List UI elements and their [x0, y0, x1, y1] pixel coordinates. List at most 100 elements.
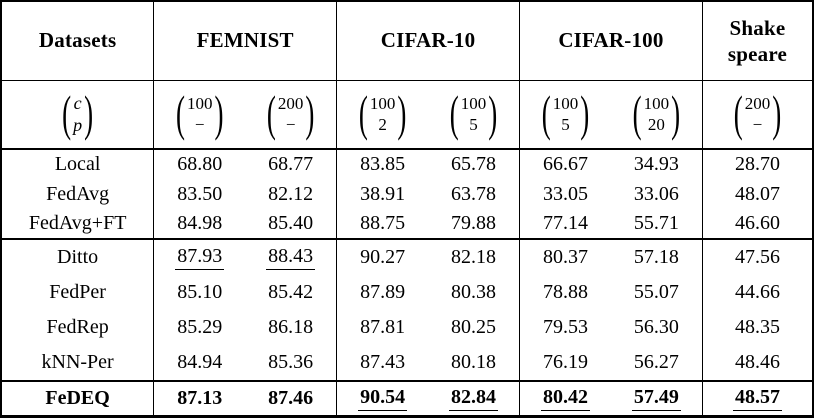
- value-cell: 80.42: [518, 380, 611, 417]
- value-cell: 34.93: [633, 152, 679, 175]
- config-stack: 200−: [744, 93, 772, 136]
- method-cell: FedAvg+FT: [28, 212, 127, 235]
- method-cell: FedPer: [49, 280, 106, 303]
- value-cell: 85.36: [268, 351, 314, 374]
- column-header-cifar10: CIFAR-10: [336, 1, 520, 81]
- config-binomial: (100 20): [632, 88, 682, 138]
- value-cell: 68.77: [268, 152, 314, 175]
- left-paren: (: [358, 85, 368, 141]
- right-paren: ): [305, 85, 315, 141]
- clients-symbol: c: [73, 92, 82, 113]
- config-stack: 100−: [186, 93, 214, 136]
- value-cell: 76.19: [518, 345, 611, 382]
- c-p-binomial: ( c p ): [61, 88, 94, 138]
- table-row: Local 68.80 68.77 83.85 65.78 66.67 34.93 28.70: [1, 148, 813, 179]
- value-cell: 85.29: [153, 310, 246, 346]
- value-cell: 78.88: [518, 274, 611, 311]
- config-stack: 100 2: [369, 93, 397, 136]
- partitions-count: 2: [378, 115, 387, 135]
- table-row: FedAvg+FT 84.98 85.40 88.75 79.88 77.14 55.71 4…: [1, 209, 813, 240]
- table-header-row: Datasets FEMNIST CIFAR-10 CIFAR-100 Shak…: [1, 1, 813, 81]
- value-cell: 82.84: [428, 380, 520, 417]
- underlined-value: 80.42: [540, 387, 590, 412]
- underlined-value: 87.93: [175, 246, 225, 271]
- config-cell-femnist-1: (100−): [153, 80, 246, 150]
- value-cell: 66.67: [518, 148, 611, 179]
- partitions-count: 5: [561, 115, 570, 135]
- value-cell: 48.07: [701, 178, 813, 210]
- left-paren: (: [541, 85, 551, 141]
- config-row: ( c p ) (100−) (200−) (100 2) (100 5): [1, 80, 813, 150]
- value-cell: 80.38: [451, 280, 497, 303]
- value-cell: 48.46: [701, 345, 813, 382]
- config-binomial: (100 2): [358, 88, 408, 138]
- value-cell: 63.78: [451, 182, 497, 205]
- config-cell-shakespeare: (200−): [701, 80, 813, 150]
- right-paren: ): [488, 85, 498, 141]
- config-binomial: (100−): [175, 88, 225, 138]
- right-paren: ): [397, 85, 407, 141]
- value-cell: 83.50: [153, 178, 246, 210]
- left-paren: (: [449, 85, 459, 141]
- value-cell: 57.18: [610, 238, 703, 275]
- value-cell: 80.37: [518, 238, 611, 275]
- clients-count: 100: [643, 93, 670, 113]
- config-binomial: (200−): [266, 88, 316, 138]
- config-stack: 100 5: [460, 93, 488, 136]
- config-cell-cifar10-1: (100 2): [336, 80, 429, 150]
- value-cell: 46.60: [701, 209, 813, 240]
- value-cell: 87.81: [336, 310, 429, 346]
- value-cell: 80.25: [451, 316, 497, 339]
- clients-count: 100: [369, 93, 396, 113]
- left-paren: (: [733, 85, 743, 141]
- table-row: FedPer 85.10 85.42 87.89 80.38 78.88 55.07 44.6…: [1, 274, 813, 311]
- value-cell: 38.91: [336, 178, 429, 210]
- value-cell: 47.56: [701, 238, 813, 275]
- value-cell: 87.13: [153, 380, 246, 417]
- config-cell-femnist-2: (200−): [245, 80, 337, 150]
- table-row: FeDEQ 87.13 87.46 90.54 82.84 80.42 57.49 48.57: [1, 380, 813, 417]
- clients-count: 200: [277, 93, 304, 113]
- config-cell-cifar100-2: (100 20): [610, 80, 703, 150]
- value-cell: 88.75: [336, 209, 429, 240]
- value-cell: 85.10: [153, 274, 246, 311]
- value-cell: 86.18: [268, 316, 314, 339]
- value-cell: 33.05: [518, 178, 611, 210]
- left-paren: (: [632, 85, 642, 141]
- partitions-symbol: p: [73, 115, 83, 136]
- value-cell: 56.30: [633, 316, 679, 339]
- value-cell: 55.71: [633, 212, 679, 235]
- c-p-stack: c p: [72, 92, 83, 137]
- right-paren: ): [671, 85, 681, 141]
- value-cell: 79.53: [518, 310, 611, 346]
- value-cell: 48.57: [701, 380, 813, 417]
- config-cell-cifar100-1: (100 5): [518, 80, 611, 150]
- value-cell: 55.07: [633, 280, 679, 303]
- clients-count: 200: [744, 93, 771, 113]
- value-cell: 79.88: [451, 212, 497, 235]
- value-cell: 57.49: [610, 380, 703, 417]
- config-stack: 100 20: [643, 93, 671, 136]
- underlined-value: 57.49: [631, 387, 681, 412]
- column-header-femnist: FEMNIST: [153, 1, 337, 81]
- table-row: Ditto 87.93 88.43 90.27 82.18 80.37 57.18 47.56: [1, 238, 813, 275]
- partitions-count: −: [194, 115, 205, 135]
- value-cell: 84.98: [153, 209, 246, 240]
- underlined-value: 82.84: [449, 387, 499, 412]
- value-cell: 80.18: [451, 351, 497, 374]
- table-row: kNN-Per 84.94 85.36 87.43 80.18 76.19 56.27 48.…: [1, 345, 813, 382]
- value-cell: 44.66: [701, 274, 813, 311]
- value-cell: 88.43: [245, 238, 337, 275]
- partitions-count: 5: [469, 115, 478, 135]
- method-cell: FedAvg: [46, 182, 110, 205]
- right-paren: ): [214, 85, 224, 141]
- method-cell: FedRep: [46, 316, 109, 339]
- config-binomial: (100 5): [449, 88, 499, 138]
- value-cell: 77.14: [518, 209, 611, 240]
- clients-partitions-label-cell: ( c p ): [1, 80, 154, 150]
- config-stack: 100 5: [552, 93, 580, 136]
- config-binomial: (200−): [733, 88, 783, 138]
- column-header-shakespeare: Shake speare: [701, 1, 813, 81]
- partitions-count: 20: [647, 115, 665, 135]
